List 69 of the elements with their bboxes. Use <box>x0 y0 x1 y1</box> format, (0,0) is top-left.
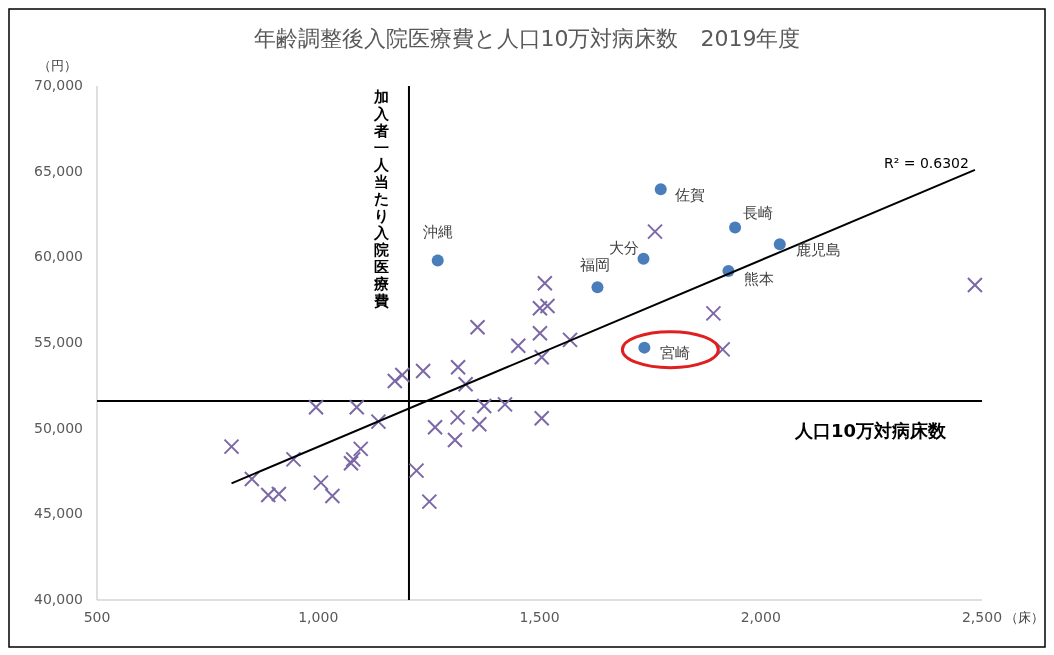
point <box>285 451 302 468</box>
point <box>533 349 550 366</box>
x-tick-label: 2,000 <box>740 609 781 625</box>
point <box>342 455 359 472</box>
point <box>654 183 667 196</box>
point <box>312 474 329 491</box>
point <box>476 398 493 415</box>
x-tick-label: 500 <box>83 609 111 625</box>
point <box>469 319 486 336</box>
point <box>536 275 553 292</box>
point <box>531 300 548 317</box>
annotation: 鹿児島 <box>795 240 841 259</box>
point <box>450 359 467 376</box>
point <box>562 331 579 348</box>
point <box>415 362 432 379</box>
x-tick-label: 1,000 <box>298 609 339 625</box>
point <box>638 341 651 354</box>
point <box>223 438 240 455</box>
point <box>446 431 463 448</box>
point <box>510 337 527 354</box>
point <box>705 305 722 322</box>
point <box>421 493 438 510</box>
y-tick-label: 65,000 <box>34 162 83 179</box>
point <box>539 297 556 314</box>
point <box>408 462 425 479</box>
annotation: R² = 0.6302 <box>883 154 969 171</box>
y-tick-label: 40,000 <box>34 591 83 607</box>
point <box>457 376 474 393</box>
y-tick-label: 60,000 <box>34 248 83 265</box>
point <box>431 254 444 267</box>
point <box>386 373 403 390</box>
point <box>531 325 548 342</box>
y-tick-label: 45,000 <box>34 505 83 522</box>
point <box>394 367 411 384</box>
y-tick-label: 70,000 <box>34 77 83 93</box>
y-tick-label: 50,000 <box>34 419 83 436</box>
x-tick-label: 2,500 <box>961 609 1003 625</box>
point <box>646 223 663 240</box>
point <box>324 488 341 504</box>
x-tick-label: 1,500 <box>519 609 560 625</box>
annotation: 宮崎 <box>660 344 691 363</box>
annotation: 大分 <box>609 239 640 258</box>
point <box>729 221 742 234</box>
annotation: 福岡 <box>580 255 611 274</box>
x-axis-title: （床） <box>1004 610 1044 625</box>
point <box>243 471 260 488</box>
point <box>533 410 550 427</box>
point <box>496 396 513 413</box>
annotation: 熊本 <box>744 269 775 288</box>
point <box>966 276 983 293</box>
point <box>591 281 604 294</box>
y-tick-label: 55,000 <box>34 334 83 350</box>
point <box>449 409 466 426</box>
annotation: 長崎 <box>743 204 774 223</box>
point <box>370 413 387 430</box>
point <box>308 399 325 416</box>
text: 加入者一人当たり入院医療費 <box>374 88 390 310</box>
y-axis-title: （円） <box>37 58 77 73</box>
point <box>345 451 362 468</box>
point <box>773 238 786 251</box>
point <box>637 252 650 265</box>
annotation: 佐賀 <box>674 185 705 204</box>
ref-line-label: 人口10万対病床数 <box>793 419 947 441</box>
point <box>471 416 488 433</box>
chart-title: 年齢調整後入院医療費と人口10万対病床数 2019年度 <box>253 26 801 51</box>
point <box>427 419 444 436</box>
point <box>348 399 365 416</box>
point <box>352 440 369 457</box>
annotation: 沖縄 <box>422 223 453 242</box>
